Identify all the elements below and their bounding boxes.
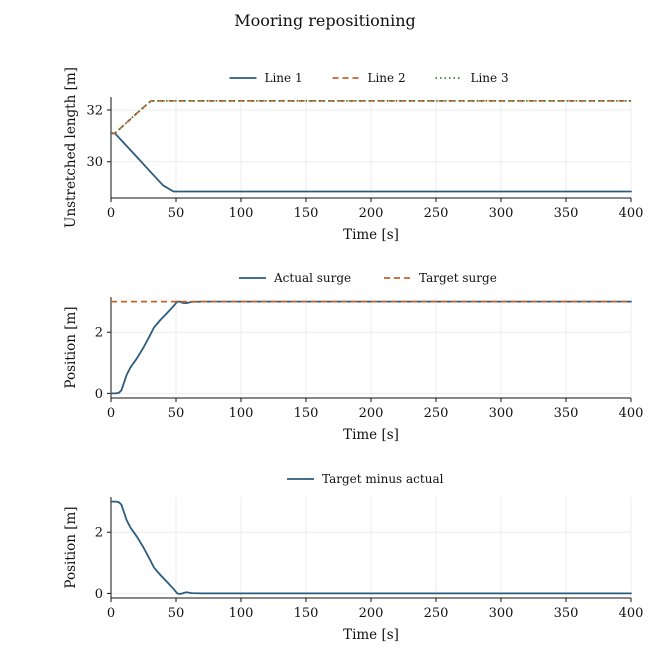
x-tick-label: 0 bbox=[107, 206, 115, 221]
legend: Line 1 Line 2 Line 3 bbox=[229, 71, 509, 85]
x-tick-label: 100 bbox=[229, 406, 254, 421]
legend: Actual surge Target surge bbox=[239, 271, 497, 285]
y-tick-label: 0 bbox=[95, 587, 103, 602]
x-axis-label: Time [s] bbox=[343, 427, 399, 443]
x-tick-label: 50 bbox=[168, 606, 185, 621]
chart-panel-1: 0 50 100 150 200 250 300 350 400 30 32 Time [s] Unst… bbox=[63, 67, 643, 243]
x-axis-label: Time [s] bbox=[343, 227, 399, 243]
y-tick-label: 30 bbox=[86, 155, 103, 170]
x-axis-label: Time [s] bbox=[343, 627, 399, 643]
x-tick-label: 150 bbox=[294, 206, 319, 221]
legend-label: Actual surge bbox=[273, 271, 351, 285]
x-tick-label: 200 bbox=[359, 406, 384, 421]
legend-label: Target surge bbox=[419, 271, 497, 285]
series-line-actual-surge bbox=[110, 300, 632, 395]
x-tick-label: 200 bbox=[359, 606, 384, 621]
x-tick-label: 200 bbox=[359, 206, 384, 221]
x-tick-label: 50 bbox=[168, 406, 185, 421]
x-tick-label: 400 bbox=[619, 406, 644, 421]
x-tick-label: 250 bbox=[424, 406, 449, 421]
x-tick-label: 0 bbox=[107, 406, 115, 421]
y-tick-label: 2 bbox=[95, 526, 103, 541]
x-tick-label: 300 bbox=[489, 406, 514, 421]
legend: Target minus actual bbox=[287, 472, 444, 486]
x-tick-label: 350 bbox=[554, 406, 579, 421]
x-tick-label: 300 bbox=[489, 606, 514, 621]
y-tick-label: 2 bbox=[95, 326, 103, 341]
legend-label: Line 1 bbox=[265, 71, 303, 85]
chart-panel-2: 0 50 100 150 200 250 300 350 400 0 2 Time [s] Positi… bbox=[63, 271, 643, 443]
legend-label: Target minus actual bbox=[322, 472, 444, 486]
series-line-line-3 bbox=[111, 100, 631, 135]
chart-panel-3: 0 50 100 150 200 250 300 350 400 0 2 Time [s] Positi… bbox=[63, 472, 643, 643]
x-tick-label: 0 bbox=[107, 606, 115, 621]
legend-label: Line 2 bbox=[368, 71, 406, 85]
x-tick-label: 250 bbox=[424, 206, 449, 221]
y-tick-label: 0 bbox=[95, 387, 103, 402]
x-tick-label: 400 bbox=[619, 606, 644, 621]
x-tick-label: 100 bbox=[229, 206, 254, 221]
x-tick-label: 50 bbox=[168, 206, 185, 221]
x-tick-label: 300 bbox=[489, 206, 514, 221]
x-tick-label: 100 bbox=[229, 606, 254, 621]
x-tick-label: 350 bbox=[554, 606, 579, 621]
y-tick-label: 32 bbox=[86, 103, 103, 118]
x-tick-label: 400 bbox=[619, 206, 644, 221]
x-tick-label: 350 bbox=[554, 206, 579, 221]
y-axis-label: Position [m] bbox=[63, 306, 79, 388]
y-axis-label: Unstretched length [m] bbox=[63, 67, 79, 228]
figure-title: Mooring repositioning bbox=[234, 11, 416, 30]
x-tick-label: 150 bbox=[294, 606, 319, 621]
series-line-line-1 bbox=[110, 132, 632, 193]
legend-label: Line 3 bbox=[471, 71, 509, 85]
y-axis-label: Position [m] bbox=[63, 506, 79, 588]
series-line-target-minus-actual bbox=[110, 500, 632, 595]
x-tick-label: 250 bbox=[424, 606, 449, 621]
x-tick-label: 150 bbox=[294, 406, 319, 421]
